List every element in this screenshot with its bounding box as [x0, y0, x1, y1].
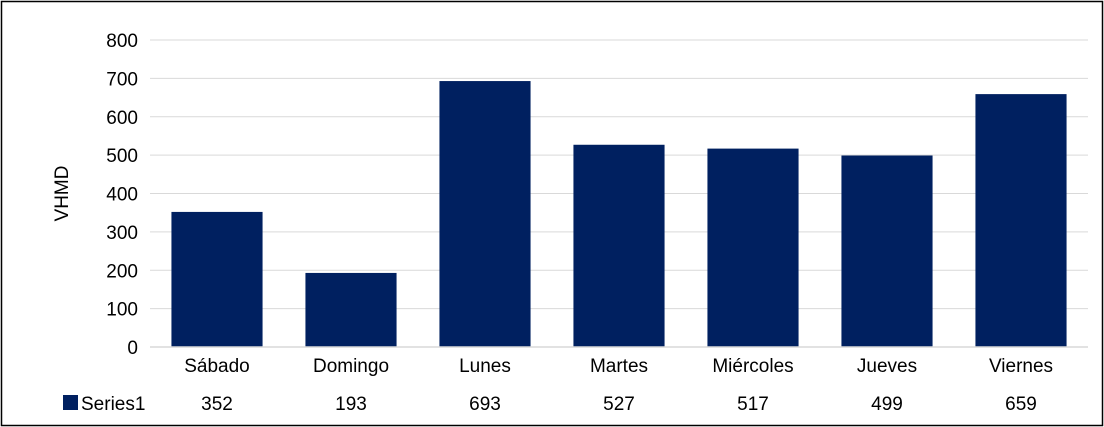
x-tick-label-sábado: Sábado: [184, 356, 250, 377]
data-label-lunes: 693: [469, 394, 501, 415]
y-tick-label-600: 600: [106, 108, 138, 129]
data-label-jueves: 499: [871, 394, 903, 415]
data-table: Series1 352 193 693 527 517 499 659: [63, 394, 1037, 415]
bars: [171, 81, 1067, 347]
bar-miércoles: [707, 148, 799, 347]
data-label-viernes: 659: [1005, 394, 1037, 415]
bar-sábado: [171, 211, 263, 347]
y-axis-title: VHMD: [52, 166, 73, 222]
legend-label-series1: Series1: [81, 394, 145, 415]
data-label-miércoles: 517: [737, 394, 769, 415]
y-tick-label-200: 200: [106, 261, 138, 282]
x-tick-label-jueves: Jueves: [857, 356, 917, 377]
data-table-values: 352 193 693 527 517 499 659: [201, 394, 1037, 415]
y-tick-label-500: 500: [106, 146, 138, 167]
bar-martes: [573, 144, 665, 347]
x-tick-label-miércoles: Miércoles: [712, 356, 793, 377]
y-tick-label-400: 400: [106, 185, 138, 206]
bar-viernes: [975, 94, 1067, 347]
x-tick-label-viernes: Viernes: [989, 356, 1053, 377]
x-tick-label-martes: Martes: [590, 356, 648, 377]
x-tick-label-domingo: Domingo: [313, 356, 389, 377]
y-tick-label-800: 800: [106, 31, 138, 52]
y-tick-label-300: 300: [106, 223, 138, 244]
y-tick-label-0: 0: [127, 338, 138, 359]
data-label-domingo: 193: [335, 394, 367, 415]
bar-domingo: [305, 272, 397, 347]
data-label-sábado: 352: [201, 394, 233, 415]
data-label-martes: 527: [603, 394, 635, 415]
legend-key-series1: [63, 395, 78, 410]
x-tick-label-lunes: Lunes: [459, 356, 511, 377]
bar-jueves: [841, 155, 933, 347]
x-axis-labels: Sábado Domingo Lunes Martes Miércoles Jueves V…: [184, 356, 1053, 377]
bar-lunes: [439, 81, 531, 347]
y-tick-label-100: 100: [106, 300, 138, 321]
y-axis: 0 100 200 300 400 500 600 700 800: [106, 31, 138, 359]
y-tick-label-700: 700: [106, 69, 138, 90]
